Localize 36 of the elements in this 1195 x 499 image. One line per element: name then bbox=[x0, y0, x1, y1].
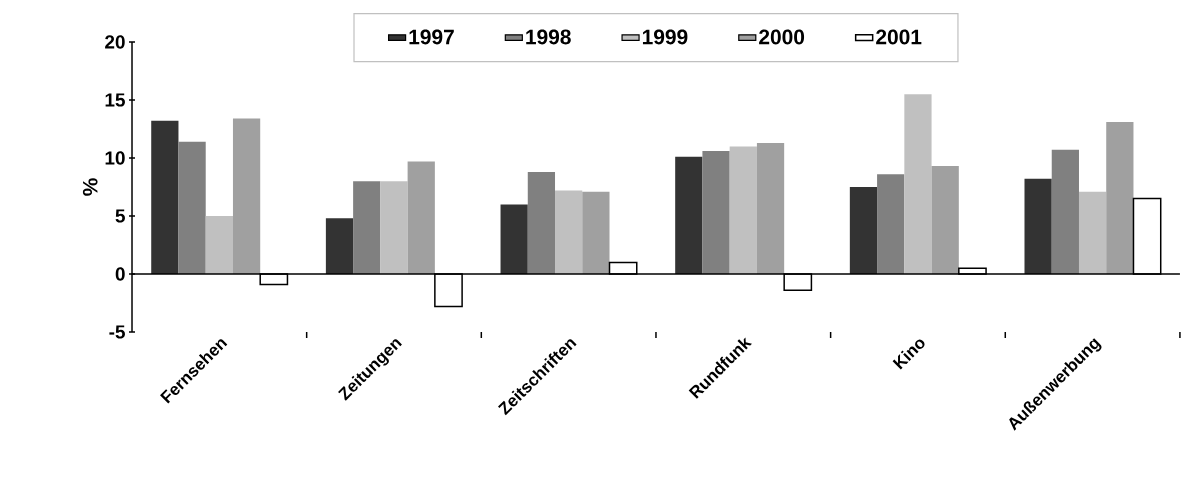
bar bbox=[527, 171, 556, 274]
y-tick-label: 0 bbox=[115, 267, 125, 281]
bar bbox=[500, 204, 528, 274]
bar bbox=[407, 161, 435, 274]
bar bbox=[1106, 122, 1134, 274]
bar bbox=[353, 181, 381, 274]
bar bbox=[1051, 149, 1079, 274]
bar bbox=[1024, 178, 1052, 274]
y-tick-label: 10 bbox=[105, 151, 125, 165]
y-tick-label: 20 bbox=[105, 35, 125, 49]
bar bbox=[931, 166, 959, 274]
legend-label: 2000 bbox=[759, 29, 805, 45]
bar bbox=[849, 186, 878, 274]
bar bbox=[205, 215, 233, 274]
y-axis-title: % bbox=[82, 178, 98, 196]
bar bbox=[325, 218, 354, 274]
bar bbox=[380, 181, 408, 274]
bar bbox=[877, 174, 905, 274]
bar bbox=[582, 191, 610, 274]
bar bbox=[151, 120, 179, 274]
legend-label: 2001 bbox=[876, 29, 922, 45]
legend-label: 1999 bbox=[642, 29, 688, 45]
bar bbox=[555, 190, 583, 274]
bar bbox=[729, 146, 757, 274]
y-tick-label: 5 bbox=[115, 209, 125, 223]
bar bbox=[675, 156, 703, 274]
bar bbox=[756, 142, 785, 274]
y-tick-label: -5 bbox=[109, 325, 125, 339]
legend-label: 1998 bbox=[526, 29, 571, 45]
bar bbox=[904, 94, 932, 274]
legend-label: 1997 bbox=[409, 29, 454, 45]
bar bbox=[1078, 191, 1107, 274]
bar bbox=[178, 141, 206, 274]
bar bbox=[702, 151, 730, 274]
bar bbox=[232, 118, 261, 274]
y-tick-label: 15 bbox=[105, 93, 125, 107]
